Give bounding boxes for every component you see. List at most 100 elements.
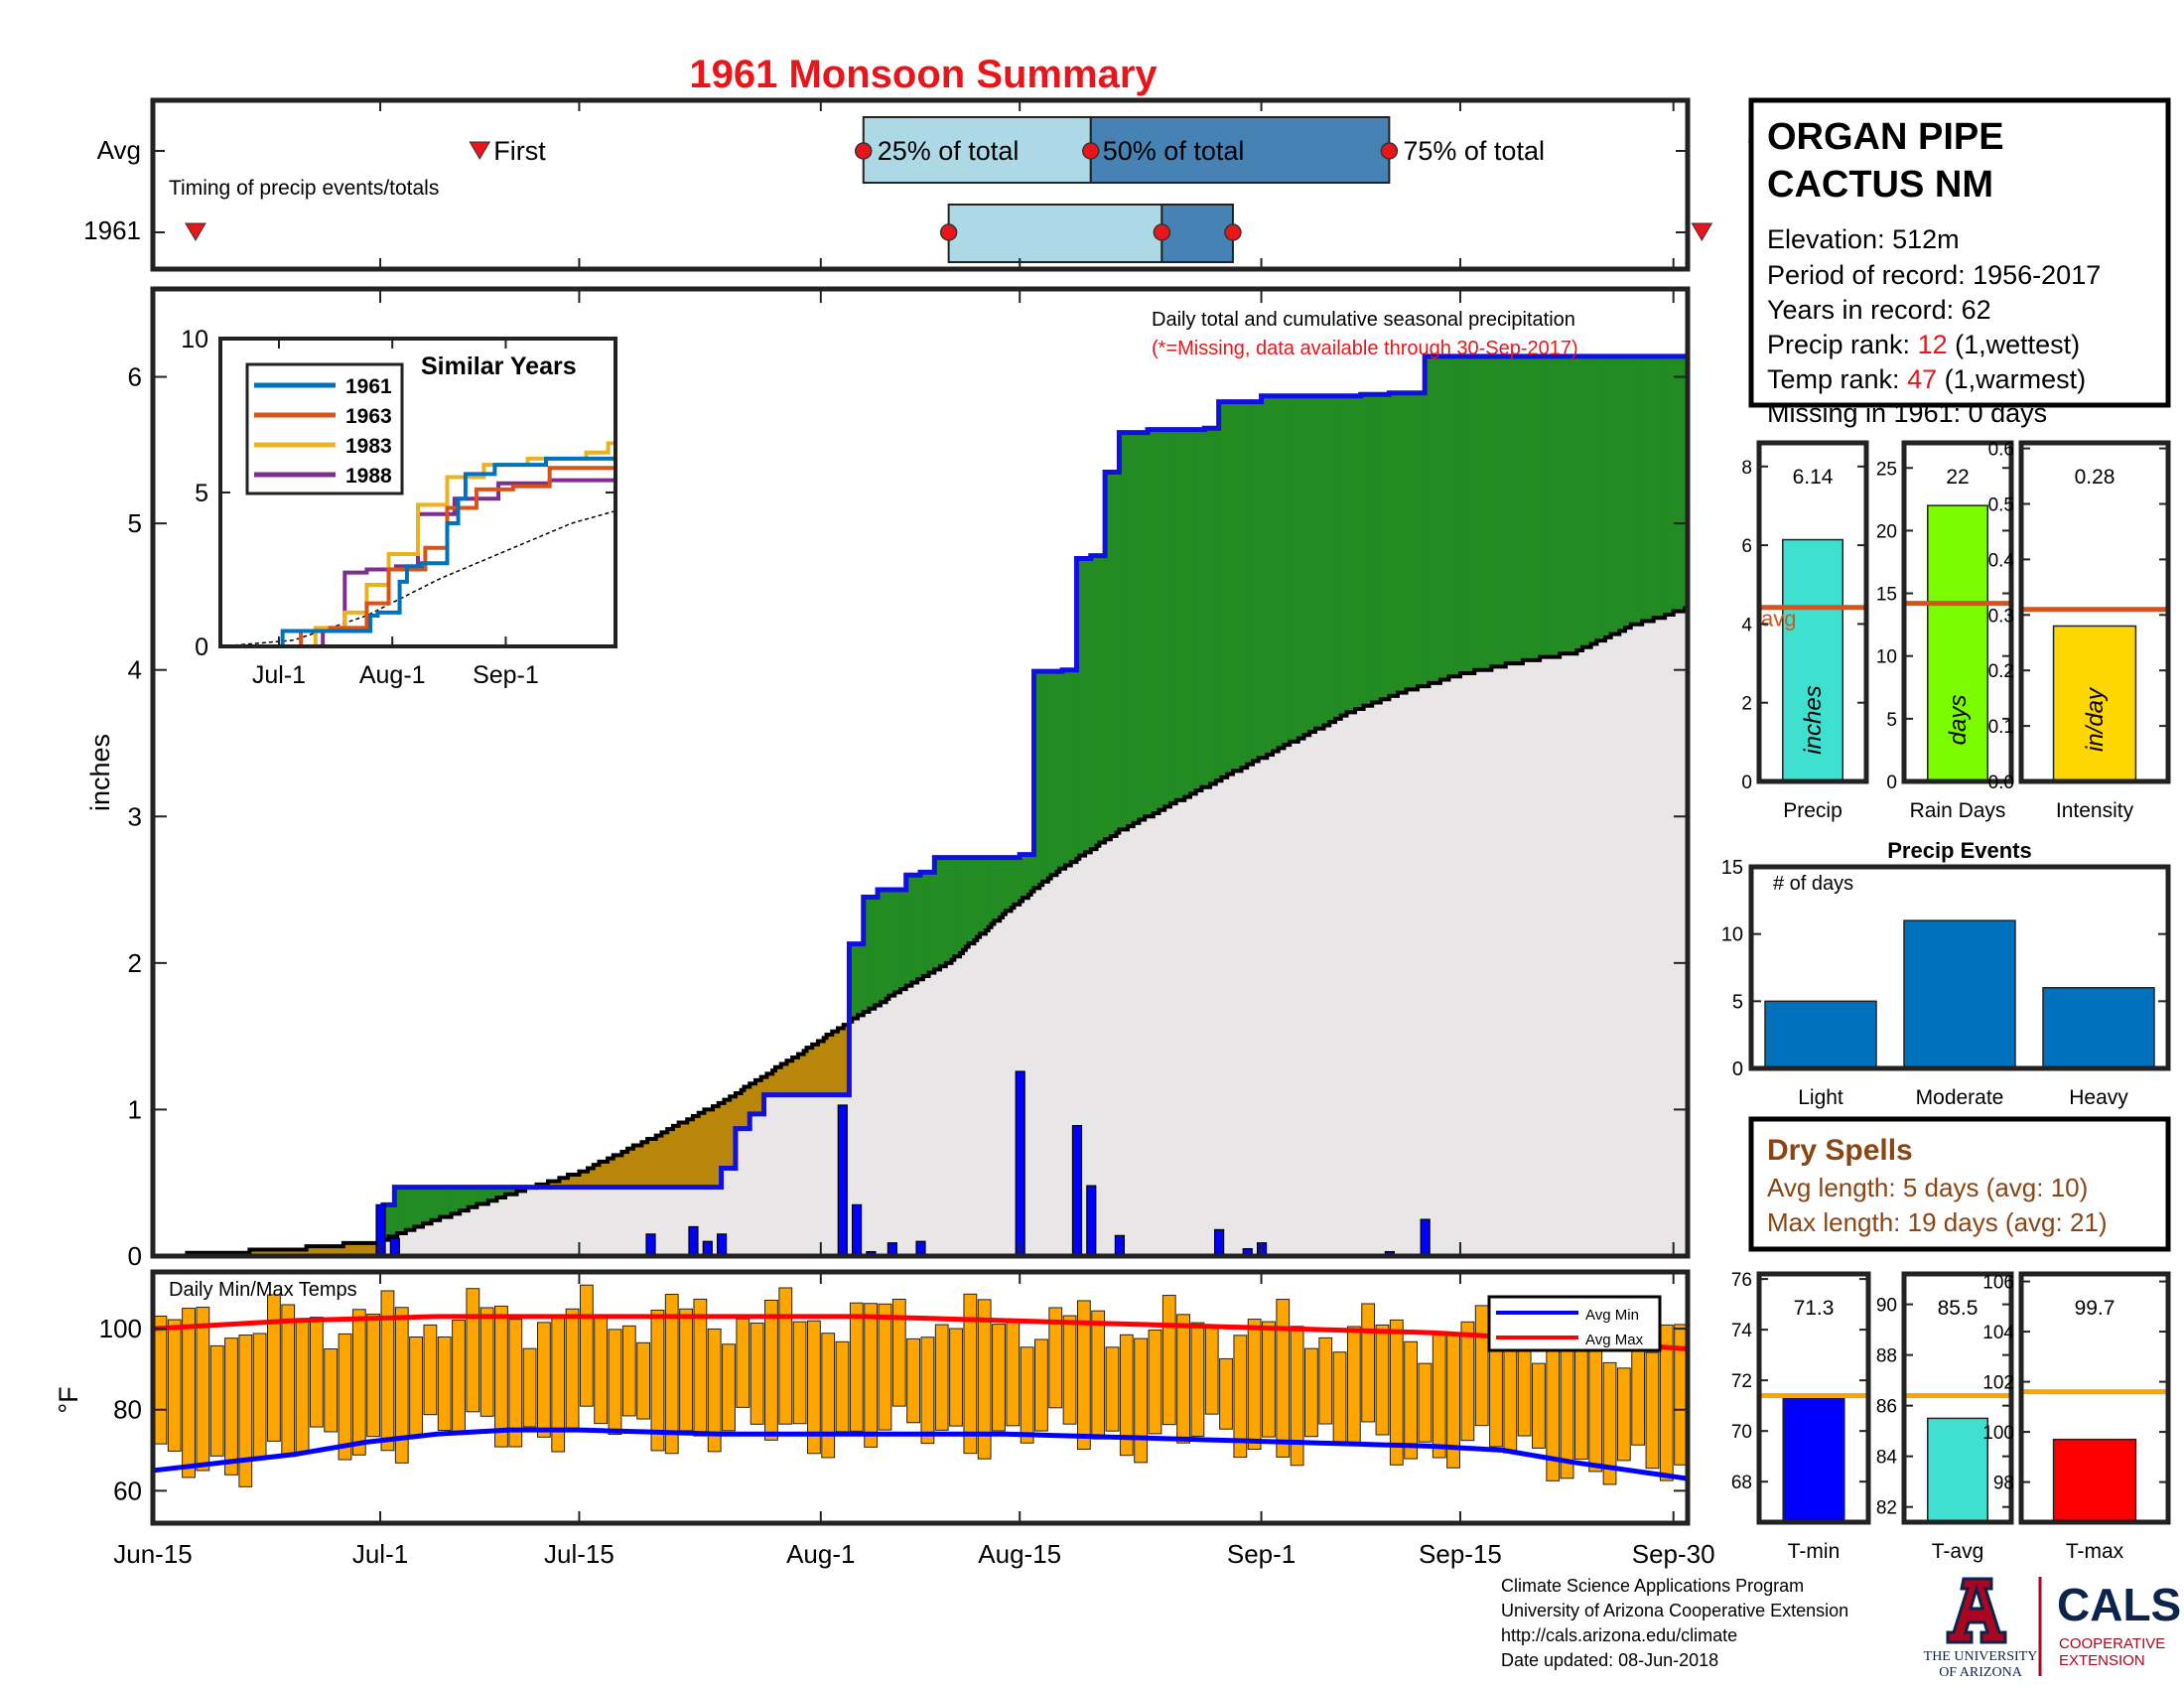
footer-line3[interactable]: http://cals.arizona.edu/climate	[1501, 1625, 1738, 1645]
avg-p75-label: 75% of total	[1403, 136, 1545, 166]
above-avg-segment	[1244, 401, 1248, 769]
above-avg-segment	[1653, 355, 1658, 619]
above-avg-segment	[899, 890, 904, 990]
above-avg-segment	[1317, 395, 1322, 729]
below-avg-segment	[741, 1089, 746, 1129]
above-avg-segment	[869, 897, 873, 1009]
above-avg-segment	[1679, 355, 1683, 612]
stat-value-raindays-stat: 22	[1946, 466, 1969, 489]
below-avg-segment	[690, 1119, 694, 1188]
above-avg-segment	[1326, 395, 1330, 726]
stat-avg-label: avg	[1761, 607, 1796, 632]
daily-temp-bar	[167, 1319, 182, 1452]
below-avg-segment	[335, 1246, 339, 1256]
stat-unit-precip-stat: inches	[1800, 685, 1827, 754]
below-avg-segment	[602, 1161, 606, 1188]
above-avg-segment	[1383, 394, 1388, 700]
above-avg-segment	[1210, 428, 1214, 784]
temp-panel-title: Daily Min/Max Temps	[169, 1279, 357, 1301]
daily-temp-bar	[1318, 1336, 1333, 1425]
above-avg-segment	[1204, 428, 1208, 787]
stat-bar-tmax-stat	[2052, 1438, 2137, 1523]
ua-line1: THE UNIVERSITY	[1924, 1649, 2038, 1664]
above-avg-segment	[1346, 395, 1350, 713]
avg-max-line	[152, 1314, 1689, 1352]
daily-temp-bar	[1517, 1349, 1532, 1437]
dry-spells-avg: Avg length: 5 days (avg: 10)	[1767, 1173, 2088, 1202]
daily-temp-bar	[736, 1318, 751, 1408]
timing-year-label: 1961	[83, 215, 141, 245]
stat-panel-frame	[1901, 1271, 2014, 1525]
above-avg-segment	[1127, 432, 1132, 827]
below-avg-segment	[638, 1145, 643, 1188]
daily-temp-bar	[778, 1287, 793, 1425]
stat-panel-tmax-stat: 99.7 T-max 98 100 102 104 106	[1982, 1271, 2171, 1563]
daily-temp-bar	[1219, 1357, 1233, 1430]
above-avg-segment	[880, 890, 885, 1003]
stat-panel-frame	[2018, 440, 2171, 784]
below-avg-segment	[670, 1129, 674, 1188]
precip-ylabel: inches	[85, 734, 115, 811]
daily-temp-bar	[338, 1333, 352, 1461]
stat-ytick-label: 10	[1876, 647, 1897, 668]
above-avg-segment	[1290, 395, 1294, 742]
above-avg-segment	[1181, 429, 1185, 800]
daily-temp-bar	[1176, 1314, 1190, 1444]
above-avg-segment	[1085, 558, 1089, 853]
daily-temp-bar	[1233, 1335, 1248, 1459]
above-avg-segment	[1284, 395, 1288, 746]
below-avg-segment	[730, 1096, 734, 1169]
daily-temp-bar	[252, 1333, 267, 1460]
stat-unit-intensity-stat: in/day	[2082, 686, 2109, 752]
above-avg-segment	[1542, 355, 1547, 657]
similar-xtick-label: Sep-1	[473, 661, 539, 689]
temp-ytick-label: 60	[113, 1476, 142, 1505]
dry-spells-box: Dry Spells Avg length: 5 days (avg: 10) …	[1748, 1116, 2171, 1252]
below-avg-segment	[315, 1246, 319, 1256]
stat-bar-raindays-stat	[1927, 504, 1988, 782]
avg-p75-marker	[1380, 142, 1399, 160]
above-avg-segment	[1312, 395, 1316, 733]
above-avg-segment	[1568, 355, 1572, 654]
above-avg-segment	[1642, 355, 1646, 622]
above-avg-segment	[1604, 355, 1609, 637]
above-avg-segment	[1175, 429, 1180, 800]
similar-line-1961	[220, 456, 615, 648]
above-avg-segment	[1439, 355, 1444, 680]
above-avg-segment	[1442, 355, 1447, 680]
above-avg-segment	[1662, 355, 1666, 619]
below-avg-segment	[613, 1155, 617, 1188]
above-avg-segment	[925, 872, 930, 976]
above-avg-segment	[1582, 355, 1586, 647]
above-avg-segment	[1153, 429, 1158, 813]
below-avg-segment	[312, 1246, 316, 1256]
daily-temp-bar	[508, 1319, 523, 1448]
above-avg-segment	[1079, 558, 1083, 856]
above-avg-segment	[1039, 671, 1043, 886]
daily-temp-bar	[664, 1294, 679, 1455]
above-avg-segment	[1659, 355, 1663, 619]
daily-temp-bar	[906, 1337, 920, 1424]
below-avg-segment	[550, 1181, 555, 1188]
dry-spells-max: Max length: 19 days (avg: 21)	[1767, 1207, 2108, 1237]
daily-temp-bar	[1645, 1351, 1660, 1470]
above-avg-segment	[1418, 392, 1422, 687]
below-avg-segment	[727, 1099, 731, 1169]
above-avg-segment	[1047, 671, 1052, 879]
stat-ytick-label: 2	[1741, 694, 1752, 715]
below-avg-segment	[362, 1242, 367, 1256]
above-avg-segment	[1613, 355, 1618, 634]
daily-temp-bar	[1532, 1362, 1546, 1449]
above-avg-segment	[1560, 355, 1564, 654]
stat-bar-tavg-stat	[1927, 1417, 1988, 1523]
below-avg-segment	[763, 1076, 767, 1095]
daily-temp-bar	[608, 1329, 622, 1436]
below-avg-segment	[635, 1145, 640, 1188]
below-avg-segment	[320, 1246, 325, 1256]
daily-temp-bar	[920, 1336, 935, 1445]
station-missing-days: Missing in 1961: 0 days	[1767, 398, 2047, 428]
daily-temp-bar	[1247, 1319, 1262, 1451]
below-avg-segment	[585, 1171, 589, 1188]
above-avg-segment	[934, 857, 938, 970]
daily-temp-bar	[621, 1325, 636, 1417]
